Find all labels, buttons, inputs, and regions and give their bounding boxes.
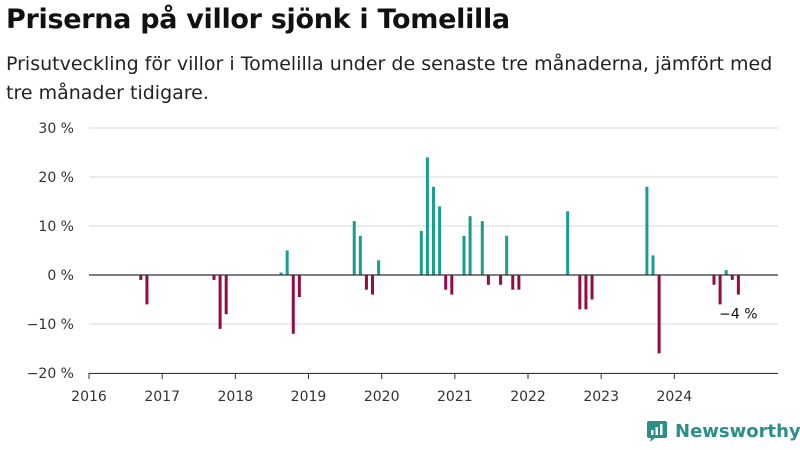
bar (718, 275, 722, 305)
bar (279, 272, 283, 275)
x-tick-label: 2020 (364, 389, 400, 405)
bar (358, 235, 362, 275)
newsworthy-logo: Newsworthy (646, 420, 800, 442)
bar (364, 275, 368, 290)
x-tick-label: 2017 (144, 389, 180, 405)
bar (724, 270, 728, 275)
bar (578, 275, 582, 310)
bar (462, 235, 466, 275)
brand-name: Newsworthy (675, 420, 800, 442)
bar (566, 211, 570, 275)
y-tick-label: 30 % (38, 121, 74, 137)
bar (425, 157, 429, 275)
bar (712, 275, 716, 285)
y-tick-label: −20 % (27, 366, 74, 382)
bar (139, 275, 143, 280)
chart-title: Priserna på villor sjönk i Tomelilla (6, 4, 510, 35)
x-tick-label: 2016 (71, 389, 107, 405)
bar (480, 221, 484, 275)
bar (145, 275, 149, 305)
y-tick-label: 0 % (47, 268, 74, 284)
bar (468, 216, 472, 275)
y-tick-label: −10 % (27, 317, 74, 333)
y-tick-label: 20 % (38, 170, 74, 186)
bar (651, 255, 655, 275)
bar (438, 206, 442, 275)
x-tick-label: 2022 (510, 389, 546, 405)
chart-subtitle: Prisutveckling för villor i Tomelilla un… (6, 53, 773, 104)
bar (212, 275, 216, 280)
bar (285, 250, 289, 275)
bar (432, 186, 435, 275)
bar (499, 275, 503, 285)
bar (590, 275, 594, 300)
bar (224, 275, 228, 315)
bar (736, 275, 740, 295)
bar (297, 275, 301, 298)
x-tick-label: 2019 (291, 389, 327, 405)
y-tick-label: 10 % (38, 219, 74, 235)
bar (584, 275, 588, 310)
bar (657, 275, 661, 354)
x-tick-label: 2024 (657, 389, 693, 405)
x-tick-label: 2023 (583, 389, 619, 405)
bar (419, 230, 423, 275)
newsworthy-logo-icon (647, 421, 667, 442)
bar (517, 275, 521, 290)
bar (645, 186, 649, 275)
bar (218, 275, 222, 329)
value-annotation: −4 % (719, 307, 757, 323)
bar (371, 275, 375, 295)
x-tick-label: 2018 (218, 389, 254, 405)
x-tick-label: 2021 (437, 389, 473, 405)
bar (505, 235, 509, 275)
bar (730, 275, 734, 280)
bar (486, 275, 490, 285)
bar (377, 260, 381, 275)
bar (352, 221, 356, 275)
bar (511, 275, 515, 290)
bar (444, 275, 448, 290)
bar (450, 275, 454, 295)
bar (291, 275, 295, 334)
